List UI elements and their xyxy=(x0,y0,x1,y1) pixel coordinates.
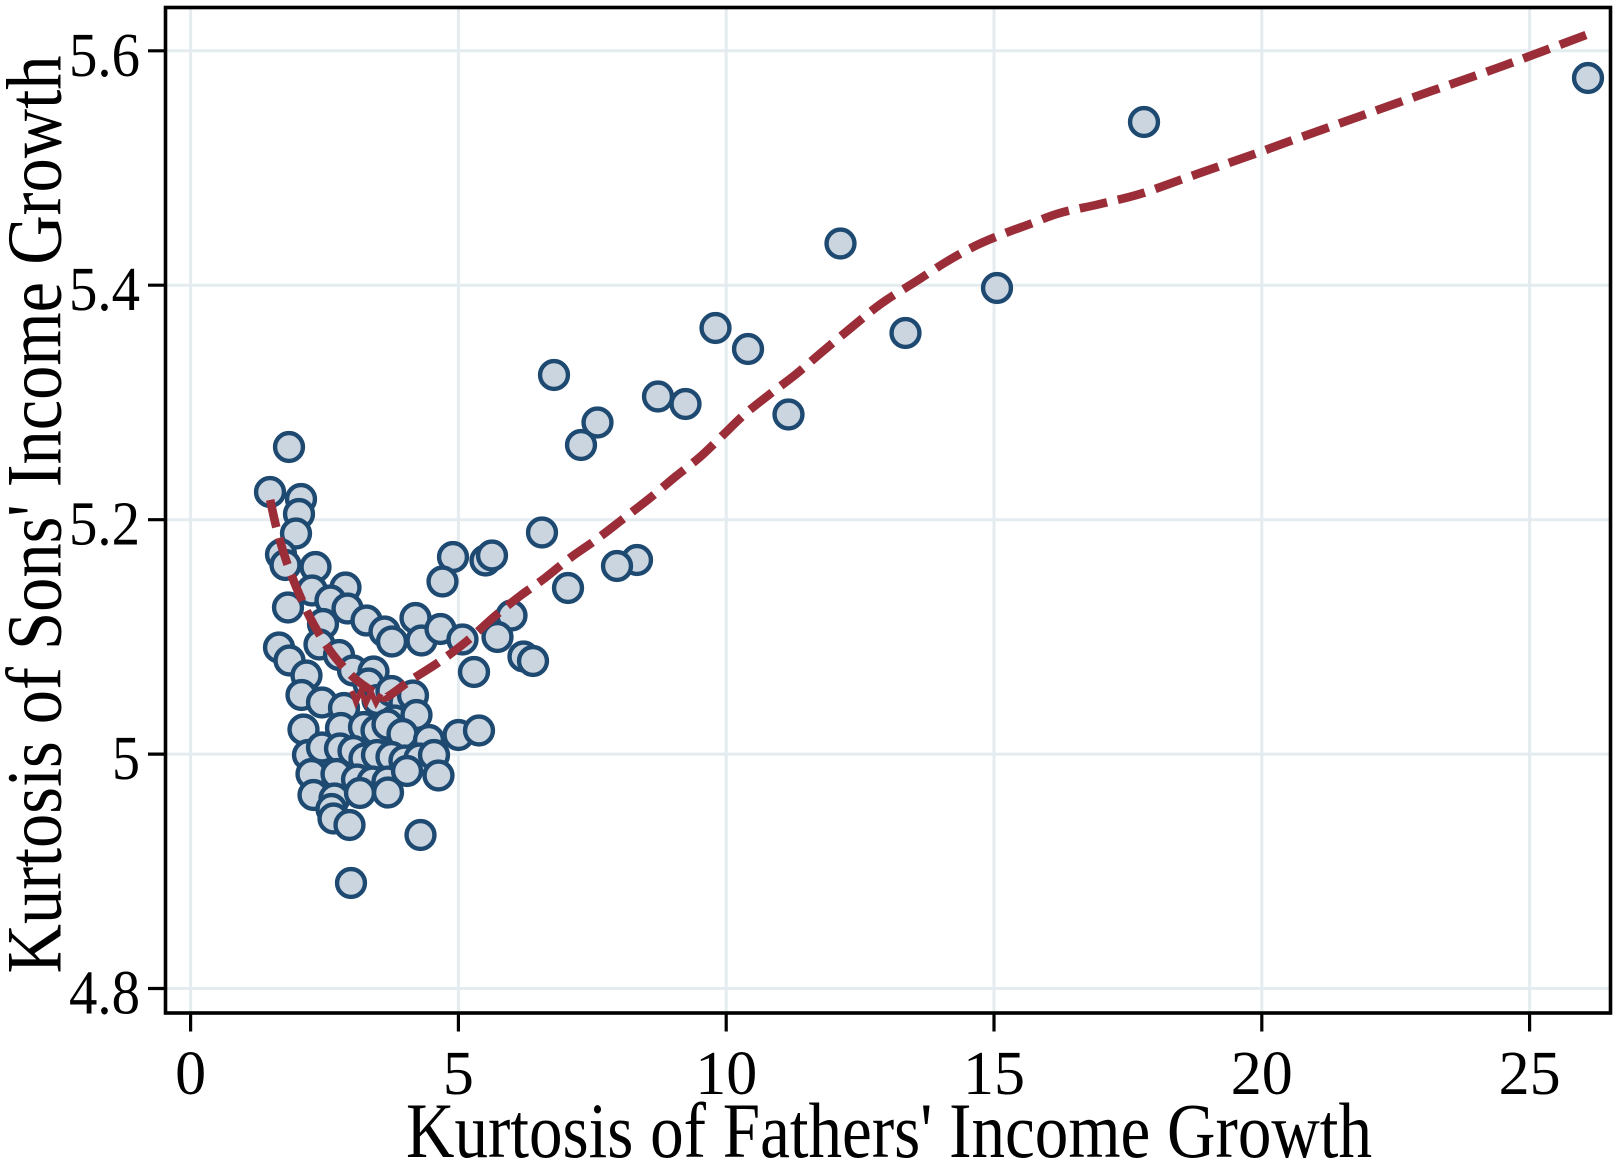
svg-text:10: 10 xyxy=(695,1040,757,1108)
svg-text:5.6: 5.6 xyxy=(69,22,140,90)
svg-text:5.2: 5.2 xyxy=(69,491,140,559)
svg-text:Kurtosis of Sons' Income Growt: Kurtosis of Sons' Income Growth xyxy=(0,56,78,974)
svg-text:15: 15 xyxy=(963,1040,1025,1108)
svg-text:0: 0 xyxy=(175,1040,206,1108)
svg-text:5: 5 xyxy=(112,725,140,793)
svg-text:5.4: 5.4 xyxy=(69,256,140,324)
svg-text:5: 5 xyxy=(443,1040,474,1108)
svg-text:20: 20 xyxy=(1231,1040,1293,1108)
svg-text:4.8: 4.8 xyxy=(69,960,140,1028)
svg-text:Kurtosis of Fathers' Income Gr: Kurtosis of Fathers' Income Growth xyxy=(406,1087,1372,1162)
svg-text:25: 25 xyxy=(1499,1040,1561,1108)
